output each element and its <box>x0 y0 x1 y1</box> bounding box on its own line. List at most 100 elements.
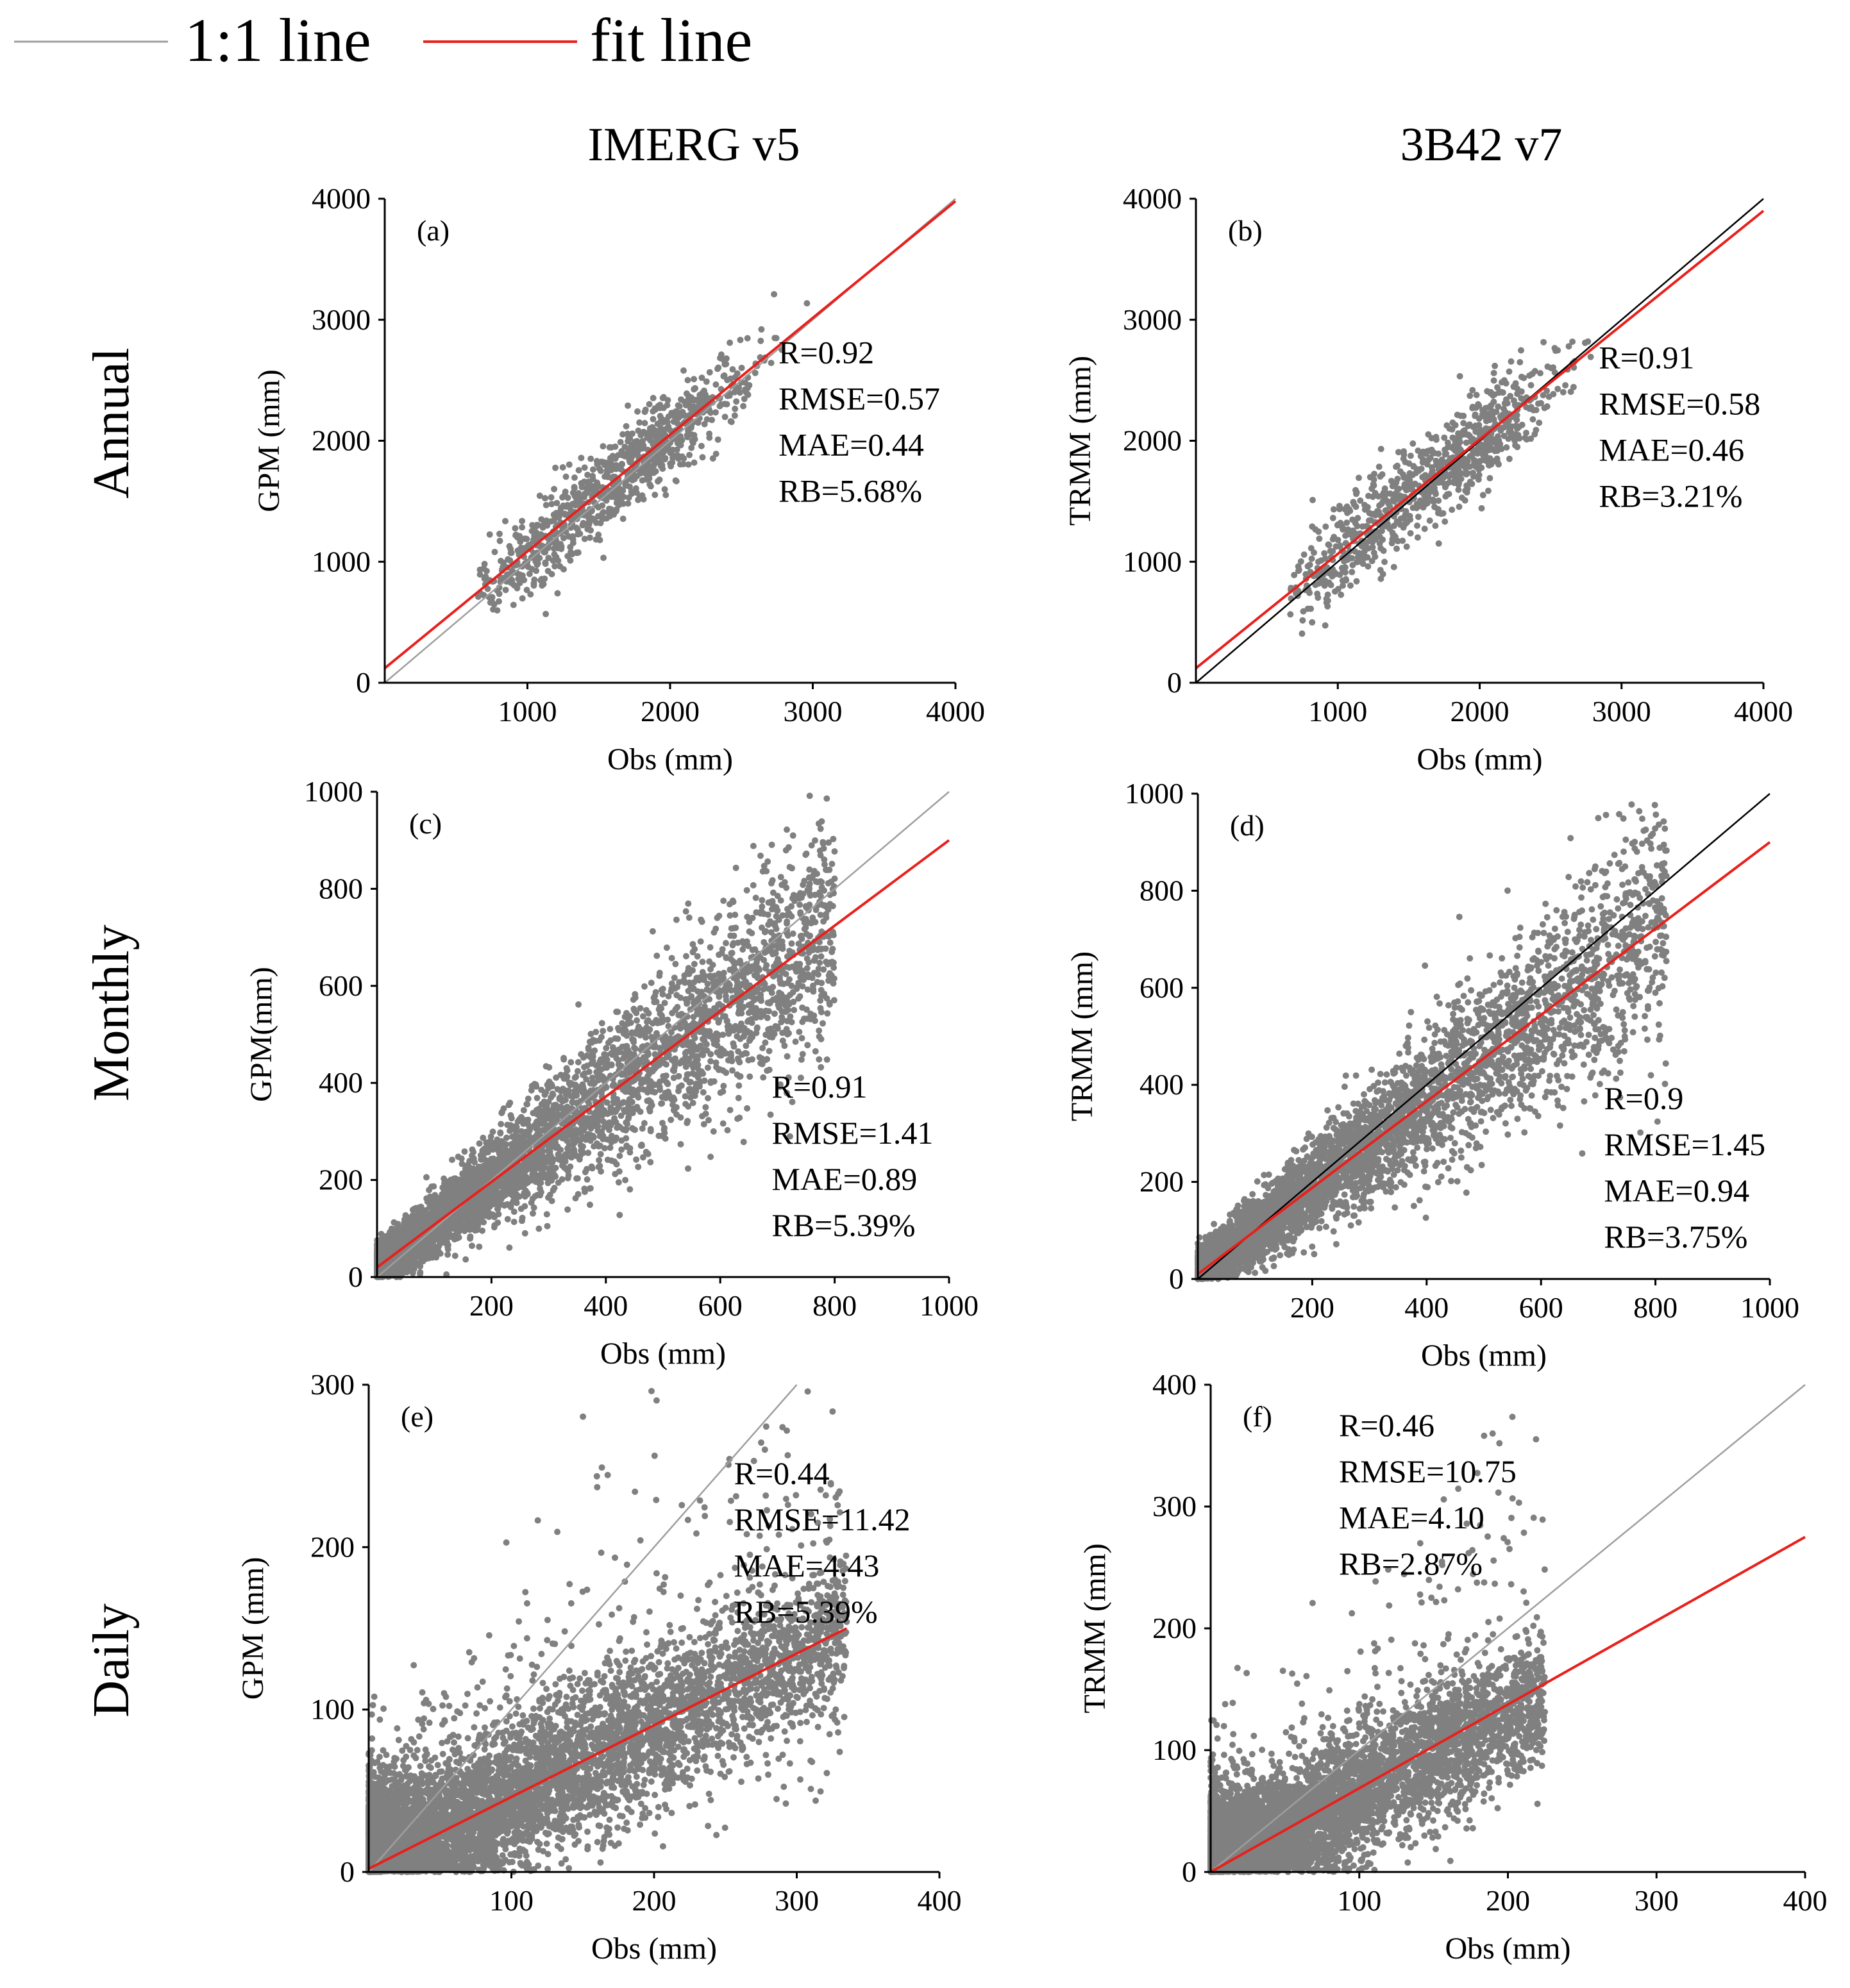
scatter-point <box>798 1035 805 1042</box>
scatter-point <box>1297 558 1304 565</box>
scatter-point <box>685 461 692 468</box>
scatter-point <box>1434 510 1442 517</box>
scatter-point <box>566 461 573 468</box>
legend-fit-label: fit line <box>590 6 752 74</box>
scatter-point <box>1527 404 1535 411</box>
x-axis-label: Obs (mm) <box>1417 742 1543 776</box>
scatter-point <box>1476 422 1483 428</box>
scatter-point <box>1518 347 1524 354</box>
scatter-point <box>816 1027 823 1034</box>
scatter-point <box>663 944 670 951</box>
scatter-point <box>678 396 685 403</box>
scatter-point <box>525 1095 532 1102</box>
scatter-point <box>768 360 775 367</box>
scatter-point <box>699 454 706 461</box>
scatter-point <box>1478 505 1485 512</box>
scatter-point <box>1381 558 1388 565</box>
scatter-point <box>1463 471 1470 478</box>
scatter-point <box>423 1174 430 1181</box>
scatter-point <box>498 1121 505 1128</box>
scatter-point <box>1354 558 1361 565</box>
scatter-point <box>784 826 790 833</box>
scatter-point <box>740 1139 747 1146</box>
scatter-point <box>483 567 490 574</box>
scatter-point <box>640 496 647 503</box>
scatter-point <box>614 1035 621 1042</box>
scatter-point <box>597 467 604 474</box>
scatter-point <box>733 398 740 405</box>
scatter-point <box>1581 339 1588 346</box>
scatter-point <box>1394 476 1401 482</box>
scatter-point <box>619 515 626 522</box>
scatter-point <box>1342 532 1349 539</box>
scatter-point <box>820 1020 826 1027</box>
scatter-point <box>816 1056 823 1063</box>
scatter-point <box>569 489 576 496</box>
scatter-point <box>1372 553 1379 560</box>
scatter-point <box>706 430 713 437</box>
scatter-point <box>1322 622 1329 629</box>
scatter-point <box>646 401 653 408</box>
scatter-point <box>720 1083 727 1089</box>
scatter-point <box>1342 576 1349 583</box>
scatter-point <box>486 531 493 538</box>
scatter-point <box>1540 392 1547 399</box>
scatter-point <box>752 894 759 901</box>
scatter-point <box>587 455 594 462</box>
scatter-point <box>600 443 607 450</box>
scatter-point <box>1415 467 1422 474</box>
scatter-point <box>824 1010 831 1017</box>
scatter-point <box>1517 359 1524 365</box>
scatter-point <box>1315 528 1322 535</box>
scatter-point <box>510 1208 517 1215</box>
scatter-point <box>1474 464 1481 471</box>
scatter-point <box>619 461 626 468</box>
scatter-point <box>729 366 736 373</box>
scatter-point <box>646 475 653 482</box>
scatter-point <box>702 1104 709 1111</box>
scatter-point <box>661 486 668 493</box>
scatter-point <box>796 901 803 908</box>
scatter-point <box>595 1164 602 1171</box>
scatter-point <box>1467 392 1474 399</box>
scatter-point <box>1415 514 1422 521</box>
scatter-point <box>596 537 603 544</box>
scatter-point <box>612 508 619 515</box>
scatter-point <box>487 599 494 606</box>
scatter-point <box>1416 502 1422 509</box>
scatter-point <box>1472 405 1479 411</box>
scatter-point <box>616 495 623 501</box>
stat-line: RMSE=0.57 <box>778 381 940 417</box>
scatter-point <box>685 1165 691 1172</box>
scatter-point <box>607 1026 614 1033</box>
scatter-point <box>1295 567 1302 574</box>
scatter-point <box>1511 401 1518 408</box>
scatter-point <box>1529 416 1536 423</box>
scatter-point <box>1400 474 1408 481</box>
scatter-point <box>1395 485 1402 492</box>
scatter-point <box>678 453 685 460</box>
scatter-point <box>686 1079 693 1086</box>
scatter-point <box>607 460 614 467</box>
scatter-point <box>481 560 488 567</box>
scatter-point <box>1329 548 1336 555</box>
y-tick-label: 1000 <box>1123 545 1182 578</box>
scatter-point <box>1523 430 1529 437</box>
scatter-point <box>649 928 656 935</box>
x-axis-label: Obs (mm) <box>607 742 733 776</box>
scatter-point <box>1336 503 1343 510</box>
scatter-point <box>534 1094 541 1101</box>
scatter-point <box>723 360 730 367</box>
scatter-point <box>631 1044 637 1051</box>
scatter-point <box>1393 545 1400 552</box>
y-tick-label: 3000 <box>1123 303 1182 336</box>
scatter-point <box>1392 490 1399 497</box>
scatter-point <box>626 444 634 451</box>
scatter-point <box>633 1156 640 1163</box>
scatter-point <box>1490 369 1497 376</box>
scatter-point <box>1406 470 1413 477</box>
scatter-point <box>1322 523 1329 530</box>
scatter-point <box>720 372 727 380</box>
scatter-point <box>637 470 644 477</box>
